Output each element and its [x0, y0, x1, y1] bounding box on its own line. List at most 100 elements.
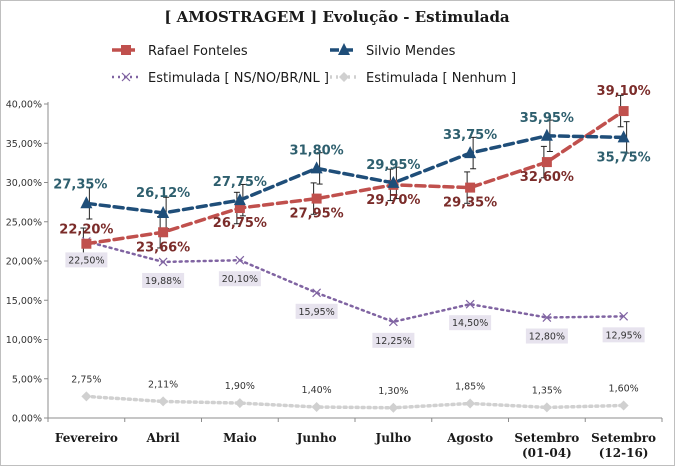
data-label: 29,70%	[366, 193, 420, 208]
data-point	[234, 398, 245, 409]
x-tick-label: Julho	[375, 431, 412, 445]
data-label-box	[65, 252, 108, 268]
data-point	[312, 288, 322, 298]
x-tick-label: Setembro	[591, 431, 656, 445]
data-label: 1,40%	[302, 385, 332, 396]
data-point	[388, 317, 398, 327]
series-line	[84, 134, 626, 215]
x-tick-label: (01-04)	[522, 446, 572, 460]
data-label: 23,66%	[136, 240, 190, 255]
data-point	[465, 182, 476, 193]
series-line	[85, 240, 625, 324]
data-point	[235, 255, 245, 265]
data-point	[540, 128, 553, 141]
data-point	[388, 402, 399, 413]
data-label: 15,95%	[299, 307, 335, 318]
data-label: 29,95%	[366, 158, 420, 173]
data-label: 2,11%	[148, 379, 178, 390]
data-label-box	[295, 303, 338, 319]
x-tick-label: (12-16)	[599, 446, 649, 460]
data-point	[121, 72, 131, 82]
data-label-box	[218, 271, 261, 287]
data-point	[465, 299, 475, 309]
data-label: 29,35%	[443, 196, 497, 211]
data-label: 26,75%	[213, 216, 267, 231]
series-line	[84, 394, 626, 410]
data-label: 1,85%	[455, 381, 485, 392]
y-tick-label: 15,00%	[6, 296, 42, 307]
data-point	[233, 193, 246, 206]
data-point	[311, 193, 322, 204]
legend-label: Estimulada [ NS/NO/BR/NL ]	[148, 71, 329, 86]
data-label: 22,50%	[68, 255, 104, 266]
data-label: 20,10%	[222, 274, 258, 285]
legend-label: Silvio Mendes	[366, 44, 456, 59]
data-label: 35,75%	[597, 150, 651, 165]
data-point	[234, 203, 245, 214]
legend-label: Estimulada [ Nenhum ]	[366, 71, 516, 86]
data-point	[339, 72, 349, 82]
axes: 0,00% 5,00% 10,00% 15,00% 20,00% 25,00% 30,00%…	[6, 100, 663, 460]
data-label: 2,75%	[71, 374, 101, 385]
data-label: 1,90%	[225, 381, 255, 392]
data-label: 12,95%	[606, 330, 642, 341]
x-tick-label: Setembro	[514, 431, 579, 445]
data-label: 14,50%	[452, 318, 488, 329]
data-point	[387, 175, 400, 188]
x-tick-label: Abril	[146, 431, 181, 445]
data-point	[81, 238, 92, 249]
data-label: 1,60%	[609, 383, 639, 394]
data-label: 26,12%	[136, 186, 190, 201]
y-tick-label: 5,00%	[12, 374, 42, 385]
legend-label: Rafael Fonteles	[148, 44, 248, 59]
data-point	[81, 391, 92, 402]
x-tick-label: Maio	[223, 431, 257, 445]
data-point	[158, 396, 169, 407]
y-tick-label: 10,00%	[6, 335, 42, 346]
data-point	[338, 43, 350, 55]
data-label: 27,35%	[53, 177, 107, 192]
data-point	[618, 400, 629, 411]
data-label: 12,80%	[529, 332, 565, 343]
x-tick-label: Agosto	[446, 431, 493, 445]
y-tick-label: 30,00%	[6, 178, 42, 189]
data-point	[121, 45, 131, 55]
data-point	[541, 402, 552, 413]
chart-title: [ AMOSTRAGEM ] Evolução - Estimulada	[164, 8, 510, 26]
data-label: 35,95%	[520, 111, 574, 126]
series-line	[84, 109, 626, 246]
data-label: 1,35%	[532, 385, 562, 396]
plot-area: 22,20% 23,66% 26,75% 27,95% 29,70% 29,35% 32,6…	[53, 84, 651, 413]
data-point	[311, 402, 322, 413]
data-point	[618, 106, 629, 117]
legend: Rafael Fonteles Silvio Mendes Estimulada […	[112, 43, 516, 86]
data-label: 1,30%	[378, 386, 408, 397]
data-point	[541, 157, 552, 168]
data-label: 39,10%	[597, 84, 651, 99]
data-point	[464, 146, 477, 159]
data-label: 22,20%	[59, 223, 113, 238]
data-point	[542, 313, 552, 322]
data-label: 27,95%	[290, 207, 344, 222]
data-point	[158, 257, 168, 267]
data-point	[465, 398, 476, 409]
data-label: 33,75%	[443, 128, 497, 143]
data-point	[158, 227, 169, 238]
y-tick-label: 35,00%	[6, 139, 42, 150]
y-tick-label: 20,00%	[6, 257, 42, 268]
y-tick-label: 40,00%	[6, 100, 42, 111]
data-label-box	[142, 272, 185, 288]
data-point	[80, 196, 93, 209]
x-tick-label: Junho	[296, 431, 337, 445]
x-tick-label: Fevereiro	[55, 431, 118, 445]
data-point	[310, 161, 323, 174]
data-label-box	[449, 315, 492, 331]
data-label: 12,25%	[375, 336, 411, 347]
data-point	[619, 311, 629, 321]
data-label: 27,75%	[213, 175, 267, 190]
data-point	[617, 130, 630, 143]
data-label: 19,88%	[145, 276, 181, 287]
data-label-box	[372, 332, 415, 348]
data-label: 32,60%	[520, 170, 574, 185]
data-label-box	[525, 328, 568, 344]
